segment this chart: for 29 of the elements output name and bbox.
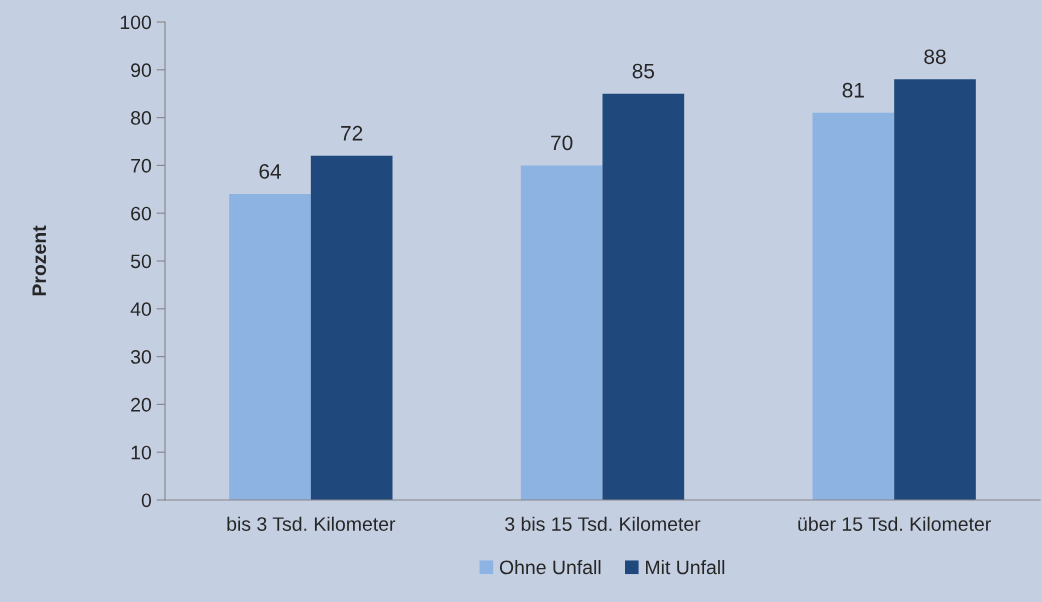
y-tick-label: 70 [131, 158, 152, 173]
bar [894, 79, 976, 500]
bar [812, 112, 895, 500]
bar [602, 93, 685, 500]
y-tick-label: 90 [131, 63, 152, 78]
data-label: 72 [341, 125, 363, 141]
data-label: 85 [632, 63, 655, 79]
y-tick-label: 0 [141, 493, 152, 508]
data-label: 70 [551, 135, 573, 151]
legend-label: Ohne Unfall [499, 559, 601, 575]
y-tick-label: 10 [131, 445, 152, 460]
y-axis-title: Prozent [32, 225, 47, 296]
y-tick-label: 20 [131, 397, 152, 412]
y-tick-label: 80 [131, 111, 152, 125]
x-tick-label: über 15 Tsd. Kilometer [798, 516, 991, 531]
data-label: 81 [842, 82, 864, 98]
y-tick-label: 100 [120, 15, 152, 30]
legend-label: Mit Unfall [646, 559, 725, 575]
data-label: 88 [924, 49, 946, 65]
y-tick-label: 50 [130, 254, 152, 269]
x-tick-label: bis 3 Tsd. Kilometer [227, 516, 396, 531]
y-tick-label: 40 [130, 302, 152, 317]
x-tick-label: 3 bis 15 Tsd. Kilometer [505, 516, 701, 531]
y-tick-label: 60 [131, 206, 152, 221]
y-tick-label: 30 [130, 350, 152, 364]
bar [229, 194, 311, 500]
data-label: 64 [259, 164, 281, 179]
bar [520, 165, 603, 500]
bar [310, 155, 393, 500]
